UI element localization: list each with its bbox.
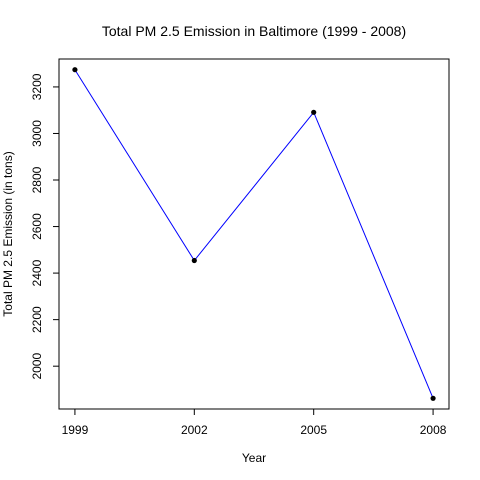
plot-frame xyxy=(58,58,450,410)
y-tick-label: 3000 xyxy=(30,120,44,147)
x-axis: 1999 2002 2005 2008 xyxy=(62,408,447,437)
y-tick-label: 2400 xyxy=(30,259,44,286)
y-axis-title: Total PM 2.5 Emission (in tons) xyxy=(1,151,15,316)
y-tick-label: 3200 xyxy=(30,73,44,100)
y-axis: 2000 2200 2400 2600 2800 3000 3200 xyxy=(30,73,60,380)
data-point xyxy=(430,395,436,401)
data-point xyxy=(311,109,317,115)
y-tick-label: 2200 xyxy=(30,306,44,333)
chart-title: Total PM 2.5 Emission in Baltimore (1999… xyxy=(102,23,406,39)
x-axis-title: Year xyxy=(242,451,266,465)
series-line xyxy=(74,69,434,399)
y-tick-label: 2600 xyxy=(30,213,44,240)
data-point xyxy=(72,67,78,73)
x-tick-label: 2008 xyxy=(420,423,447,437)
x-tick-label: 2002 xyxy=(181,423,208,437)
data-point xyxy=(191,257,197,264)
y-tick-label: 2800 xyxy=(30,166,44,193)
series-area xyxy=(72,67,436,401)
x-tick-label: 1999 xyxy=(62,423,89,437)
y-tick-label: 2000 xyxy=(30,353,44,380)
x-tick-label: 2005 xyxy=(300,423,327,437)
